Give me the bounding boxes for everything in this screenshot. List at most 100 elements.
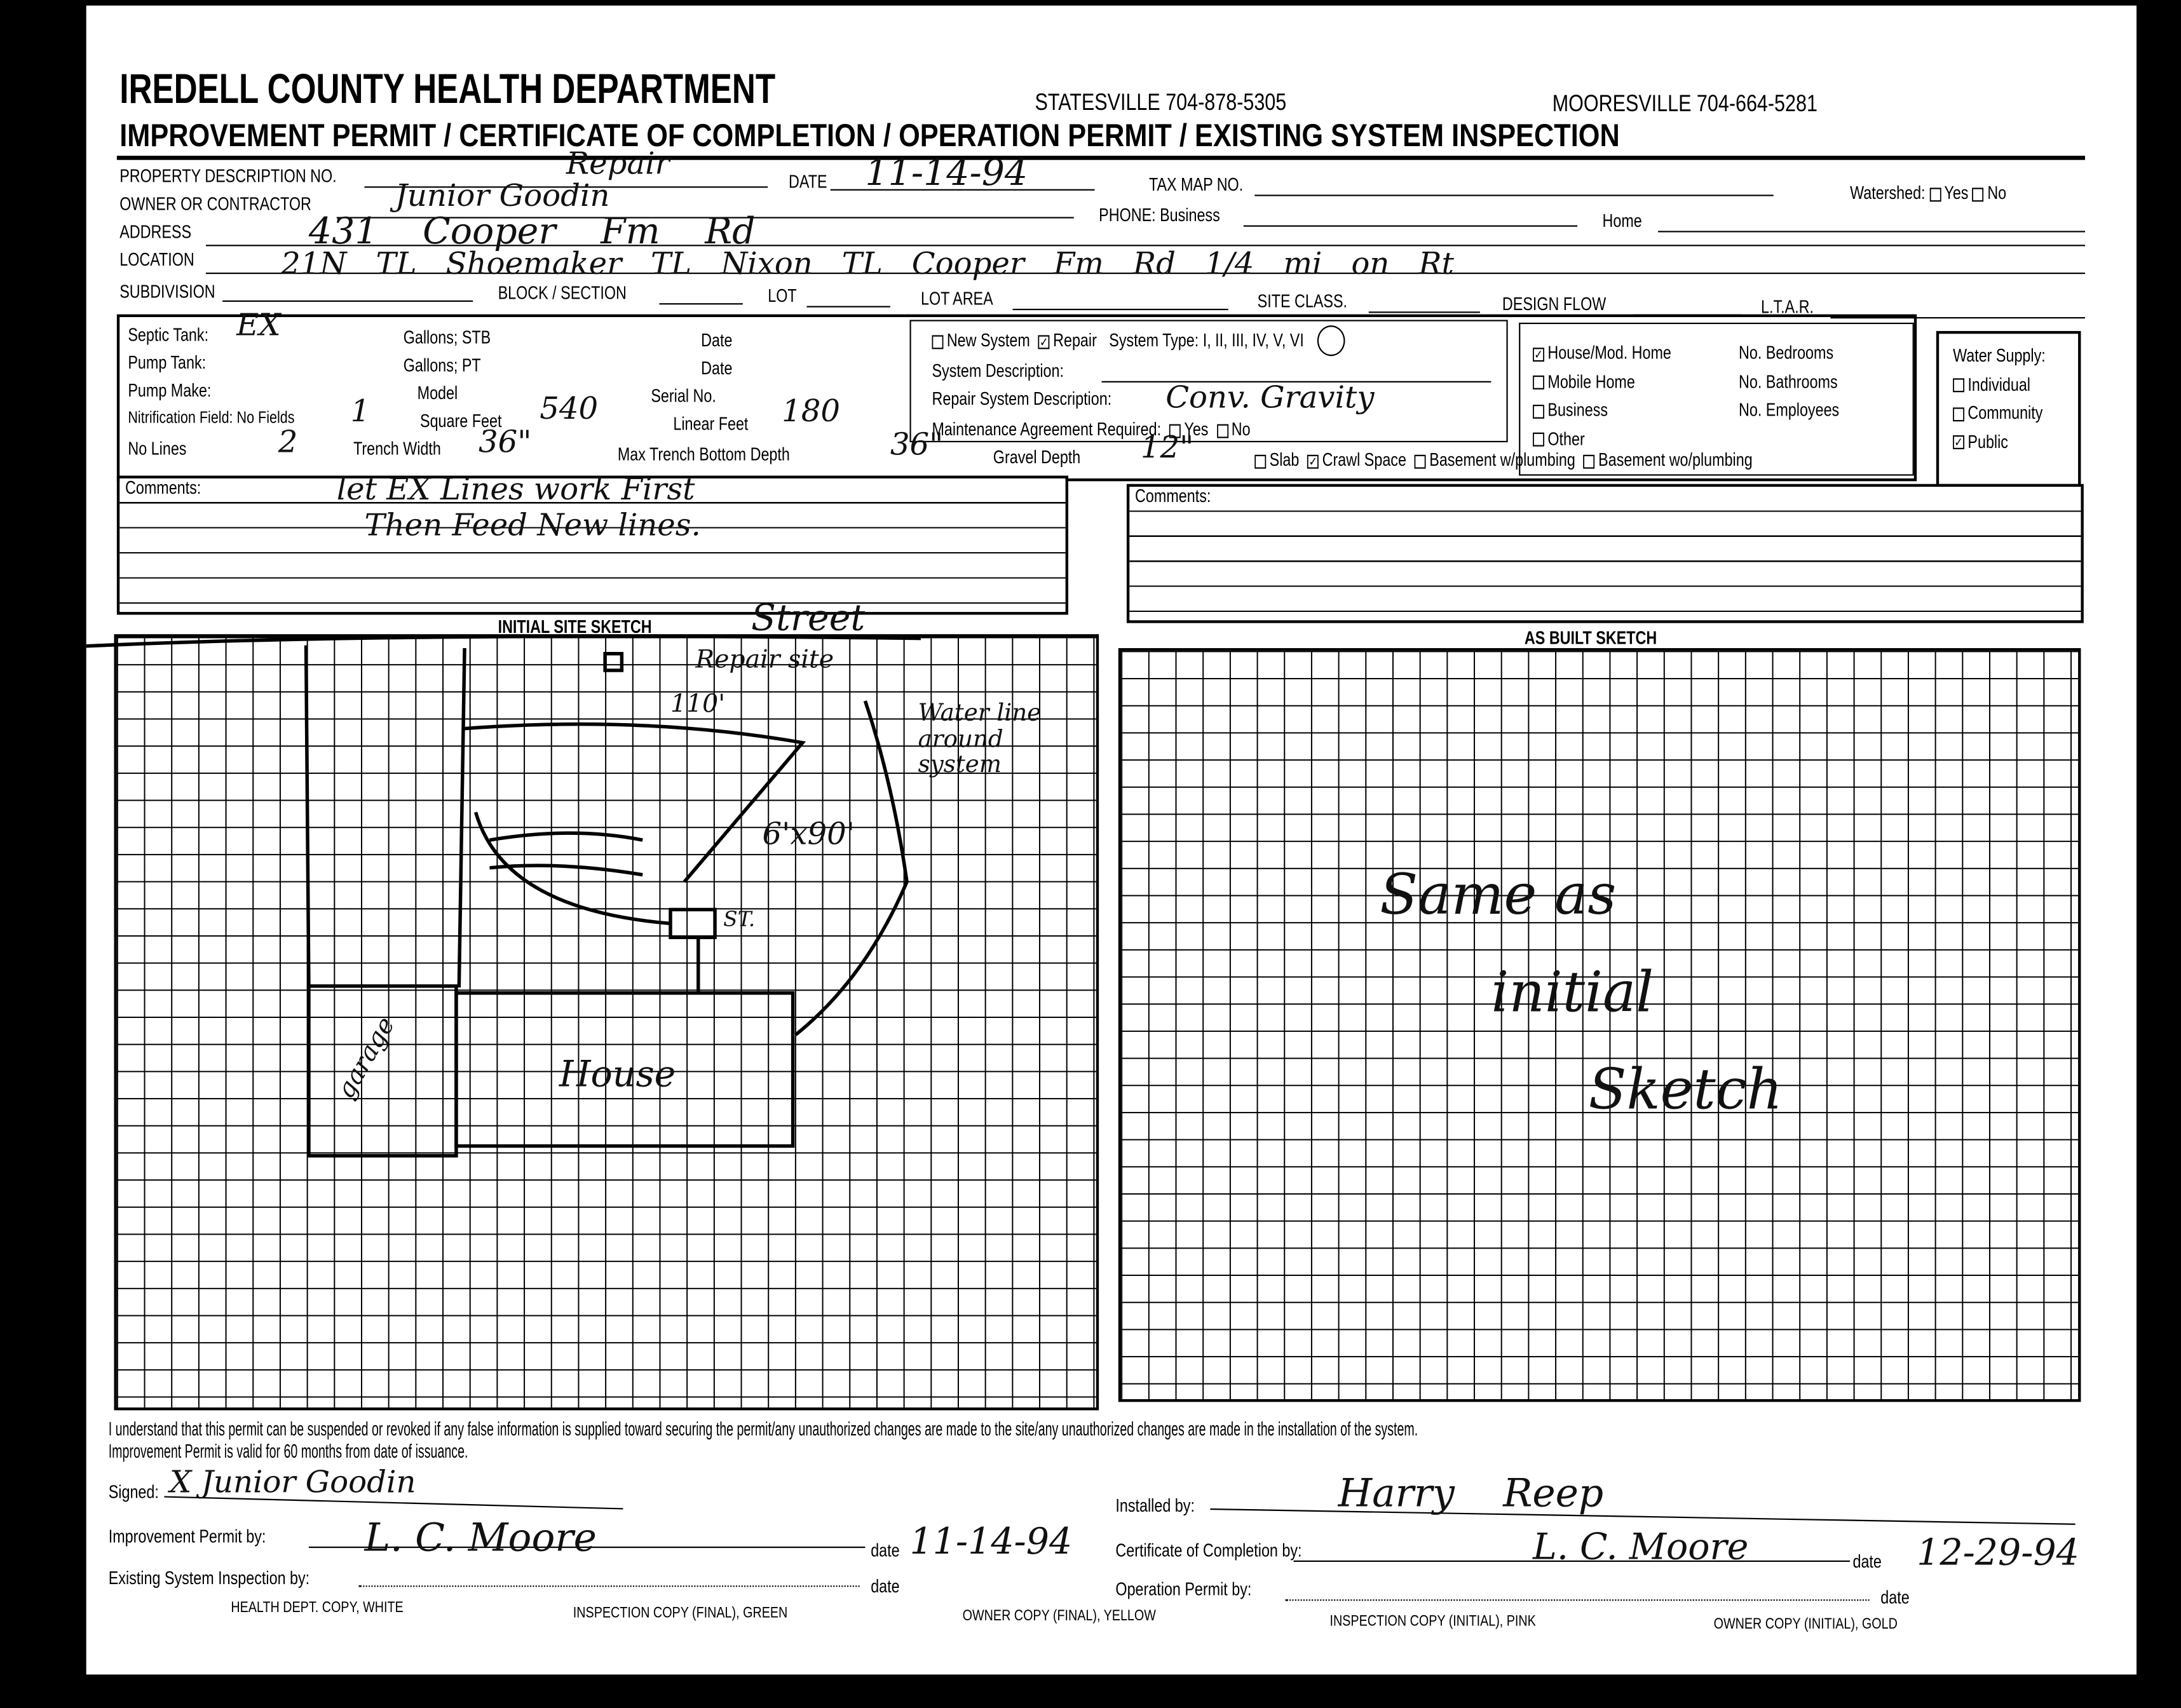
other-checkbox[interactable] <box>1533 432 1545 447</box>
gravel-label: Gravel Depth <box>993 446 1081 468</box>
distance-label: 110' <box>670 689 726 719</box>
mobile-checkbox[interactable] <box>1533 376 1545 390</box>
property-field[interactable] <box>364 186 768 188</box>
improvement-field[interactable] <box>308 1546 866 1549</box>
taxmap-label: TAX MAP NO. <box>1148 173 1244 195</box>
disclaimer-line1: I understand that this permit can be sus… <box>108 1417 1418 1440</box>
repair: Repair <box>1053 329 1097 351</box>
maint-no-checkbox[interactable] <box>1216 423 1228 438</box>
lot-field[interactable] <box>806 306 890 308</box>
water-line <box>794 700 909 1036</box>
comments-right-box[interactable] <box>1126 484 2084 623</box>
phone-business-field[interactable] <box>1243 225 1578 227</box>
comments-left-box[interactable] <box>116 475 1068 615</box>
repair-desc-label: Repair System Description: <box>932 388 1112 409</box>
property-value: Repair <box>566 147 670 182</box>
property-line-right <box>457 647 466 988</box>
address-label: ADDRESS <box>119 221 192 242</box>
community: Community <box>1967 402 2043 423</box>
business-checkbox[interactable] <box>1533 403 1545 418</box>
lot-area-field[interactable] <box>1012 308 1228 311</box>
location-field[interactable] <box>205 273 2086 274</box>
pump-date-label: Date <box>701 357 733 379</box>
initial-sketch-title: INITIAL SITE SKETCH <box>498 616 652 637</box>
community-checkbox[interactable] <box>1953 407 1965 421</box>
system-type-options: I, II, III, IV, V, VI <box>1202 329 1304 351</box>
max-depth-label: Max Trench Bottom Depth <box>617 444 790 465</box>
improvement-date-value: 11-14-94 <box>909 1521 1073 1564</box>
septic-date-label: Date <box>701 329 733 351</box>
existing-label: Existing System Inspection by: <box>108 1567 310 1589</box>
new-system-checkbox[interactable] <box>932 334 944 349</box>
operation-field[interactable] <box>1285 1599 1870 1601</box>
septic-tank-outline <box>669 907 717 939</box>
coc-field[interactable] <box>1293 1560 1851 1562</box>
individual-checkbox[interactable] <box>1953 378 1965 393</box>
copy-yellow: OWNER COPY (FINAL), YELLOW <box>962 1608 1156 1625</box>
basement-wo-checkbox[interactable] <box>1583 454 1595 468</box>
date-field[interactable] <box>830 189 1095 191</box>
mobile-home: Mobile Home <box>1547 370 1635 392</box>
drain-field-outline <box>461 722 806 883</box>
ltar-field[interactable] <box>1830 317 2086 319</box>
repair-site-marker <box>603 652 624 672</box>
site-class-field[interactable] <box>1368 311 1480 313</box>
phone-home-field[interactable] <box>1658 231 2086 233</box>
comments-left-label: Comments: <box>125 477 201 499</box>
owner-field[interactable] <box>336 217 1074 219</box>
system-type-label: System Type: <box>1109 329 1199 351</box>
coc-label: Certificate of Completion by: <box>1115 1540 1302 1561</box>
public: Public <box>1967 430 2008 452</box>
owner-label: OWNER OR CONTRACTOR <box>119 193 311 215</box>
existing-field[interactable] <box>358 1585 860 1587</box>
maint-yes-checkbox[interactable] <box>1169 423 1181 438</box>
dwelling-box <box>1519 322 1914 476</box>
as-built-grid[interactable] <box>1118 647 2081 1402</box>
block-label: BLOCK / SECTION <box>498 282 627 304</box>
comments-left-line1: let EX Lines work First <box>336 473 695 508</box>
watershed-no-checkbox[interactable] <box>1972 187 1984 201</box>
taxmap-field[interactable] <box>1254 194 1774 196</box>
property-line-left <box>304 645 311 988</box>
repair-checkbox[interactable]: ✓ <box>1038 334 1050 349</box>
as-built-title: AS BUILT SKETCH <box>1524 627 1657 648</box>
block-field[interactable] <box>659 303 743 305</box>
linear-label: Linear Feet <box>673 413 749 434</box>
basement-w: Basement w/plumbing <box>1429 449 1575 470</box>
max-depth-value: 36" <box>890 428 944 463</box>
slab-checkbox[interactable] <box>1254 454 1267 468</box>
garage-outline <box>307 984 458 1158</box>
header-rule <box>116 156 2086 160</box>
phone-label: PHONE: Business <box>1099 204 1220 226</box>
address-field[interactable] <box>205 245 2086 247</box>
comments-right-label: Comments: <box>1135 485 1211 508</box>
crawl-checkbox[interactable]: ✓ <box>1307 454 1319 468</box>
initial-site-grid[interactable] <box>114 634 1099 1411</box>
address-value: 431 Cooper Fm Rd <box>308 211 756 254</box>
basement-w-checkbox[interactable] <box>1414 454 1426 468</box>
house-checkbox[interactable]: ✓ <box>1533 347 1545 362</box>
employees-label: No. Employees <box>1739 399 1840 421</box>
dwelling-options: ✓ House/Mod. Home Mobile Home Business Ot… <box>1533 339 1671 453</box>
business: Business <box>1547 399 1608 421</box>
public-checkbox[interactable]: ✓ <box>1953 435 1965 450</box>
subdivision-field[interactable] <box>222 300 473 302</box>
gallons-stb-label: Gallons; STB <box>403 327 491 348</box>
system-type-box <box>909 320 1508 443</box>
improvement-label: Improvement Permit by: <box>108 1526 266 1547</box>
maintenance-row: Maintenance Agreement Required: Yes No <box>932 419 1250 441</box>
lines-label: No Lines <box>128 438 187 459</box>
watershed: Watershed: Yes No <box>1850 182 2006 205</box>
watershed-yes-checkbox[interactable] <box>1929 187 1941 201</box>
copy-gold: OWNER COPY (INITIAL), GOLD <box>1713 1616 1898 1633</box>
system-desc-field[interactable] <box>1101 381 1491 383</box>
street-line <box>86 634 921 648</box>
as-built-note-2: initial <box>1491 961 1654 1026</box>
slab: Slab <box>1269 449 1300 470</box>
operation-date-label: date <box>1880 1587 1910 1608</box>
system-desc-label: System Description: <box>932 360 1064 381</box>
field-size-label: 6'x90' <box>762 818 855 853</box>
comments-left-line2: Then Feed New lines. <box>364 509 701 544</box>
septic-label: Septic Tank: <box>128 323 209 345</box>
